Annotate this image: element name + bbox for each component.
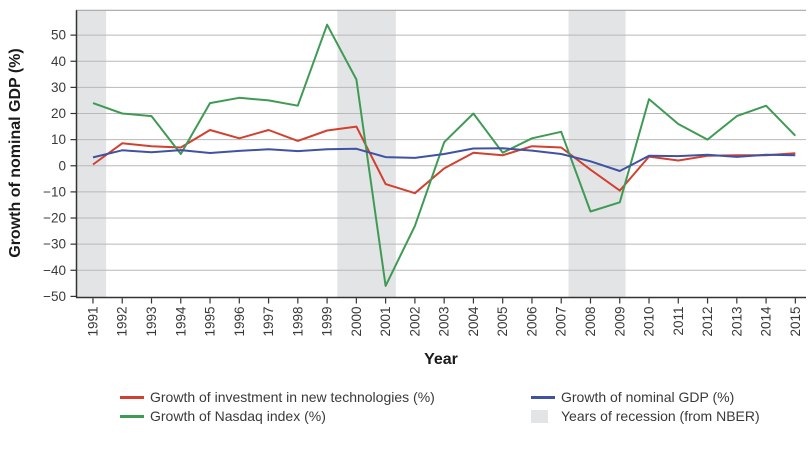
series-line-gdp <box>92 147 796 172</box>
y-tick-label: −50 <box>43 289 66 304</box>
y-tick-label: −30 <box>43 237 66 252</box>
y-tick-label: 20 <box>51 106 66 121</box>
legend: Growth of investment in new technologies… <box>120 388 800 426</box>
x-tick-label: 1993 <box>144 307 159 337</box>
x-tick-label: 2000 <box>349 307 364 337</box>
legend-item-recession: Years of recession (from NBER) <box>531 407 760 426</box>
x-tick-label: 2004 <box>466 306 481 337</box>
investment-line-swatch-icon <box>120 396 144 399</box>
x-tick-label: 2001 <box>378 307 393 337</box>
x-tick-label: 2009 <box>612 307 627 337</box>
x-axis-title: Year <box>424 351 458 368</box>
x-tick-label: 1997 <box>261 307 276 337</box>
y-tick-label: −10 <box>43 184 66 199</box>
recession-band-swatch-icon <box>531 410 548 423</box>
x-tick-label: 2011 <box>671 307 686 336</box>
y-tick-label: −40 <box>43 263 66 278</box>
y-tick-label: 0 <box>58 158 66 173</box>
legend-column-left: Growth of investment in new technologies… <box>120 388 531 426</box>
x-tick-label: 1992 <box>115 307 130 337</box>
x-tick-label: 1999 <box>320 307 335 337</box>
x-tick-label: 2012 <box>700 307 715 337</box>
recession-bands-layer <box>76 10 626 298</box>
x-tick-label: 2007 <box>554 307 569 337</box>
legend-label: Years of recession (from NBER) <box>561 408 760 424</box>
legend-label: Growth of investment in new technologies… <box>150 389 435 405</box>
y-tick-label: 30 <box>51 80 66 95</box>
recession-band <box>568 10 626 298</box>
series-lines-layer <box>92 23 797 287</box>
y-tick-label: 10 <box>51 132 66 147</box>
y-axis-title: Growth of nominal GDP (%) <box>7 48 24 257</box>
x-tick-label: 2005 <box>495 306 510 336</box>
legend-item-gdp: Growth of nominal GDP (%) <box>531 388 760 407</box>
legend-item-investment: Growth of investment in new technologies… <box>120 388 531 407</box>
x-tick-label: 2006 <box>524 307 539 337</box>
recession-band <box>76 10 107 298</box>
x-tick-label: 2010 <box>642 307 657 337</box>
x-tick-label: 2014 <box>759 306 774 337</box>
legend-column-right: Growth of nominal GDP (%) Years of reces… <box>531 388 760 426</box>
x-tick-label: 1998 <box>290 307 305 337</box>
series-line-investment <box>92 125 796 195</box>
series-line-nasdaq <box>92 23 797 287</box>
x-tick-label: 2015 <box>788 307 803 337</box>
y-tick-label: 50 <box>51 28 66 43</box>
x-tick-label: 2002 <box>407 307 422 337</box>
gdp-line-swatch-icon <box>531 396 555 399</box>
x-tick-label: 1991 <box>85 307 100 337</box>
gridlines-layer <box>76 9 806 271</box>
legend-label: Growth of nominal GDP (%) <box>561 389 735 405</box>
nasdaq-line-swatch-icon <box>120 415 144 418</box>
y-tick-label: 40 <box>51 54 66 69</box>
x-tick-label: 2003 <box>437 307 452 337</box>
y-tick-label: −20 <box>43 211 66 226</box>
legend-label: Growth of Nasdaq index (%) <box>150 408 326 424</box>
axes-layer <box>75 10 806 299</box>
x-tick-label: 1996 <box>232 307 247 337</box>
x-tick-label: 2008 <box>583 307 598 337</box>
x-tick-label: 1995 <box>203 307 218 337</box>
x-tick-label: 1994 <box>173 306 188 337</box>
x-tick-label: 2013 <box>729 307 744 337</box>
legend-item-nasdaq: Growth of Nasdaq index (%) <box>120 407 531 426</box>
